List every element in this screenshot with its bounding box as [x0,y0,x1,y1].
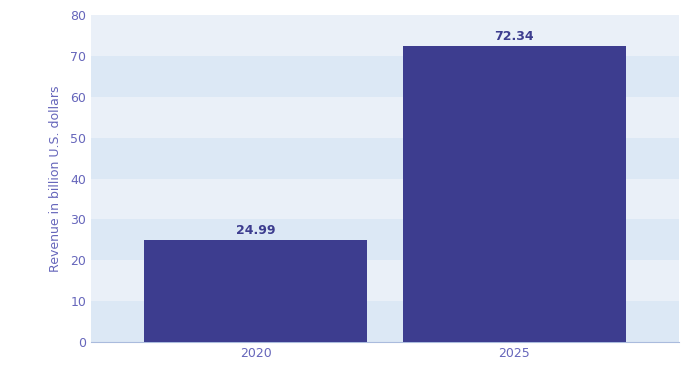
Bar [91,138,679,179]
Bar [91,301,679,342]
Bar [91,56,679,97]
Text: 24.99: 24.99 [236,224,275,237]
Y-axis label: Revenue in billion U.S. dollars: Revenue in billion U.S. dollars [49,86,62,272]
Bar [91,179,679,220]
Bar [91,97,679,138]
Bar [91,260,679,301]
Bar [402,46,626,342]
Bar [144,240,368,342]
Text: 72.34: 72.34 [494,30,534,43]
Bar [91,15,679,56]
Bar [91,220,679,260]
